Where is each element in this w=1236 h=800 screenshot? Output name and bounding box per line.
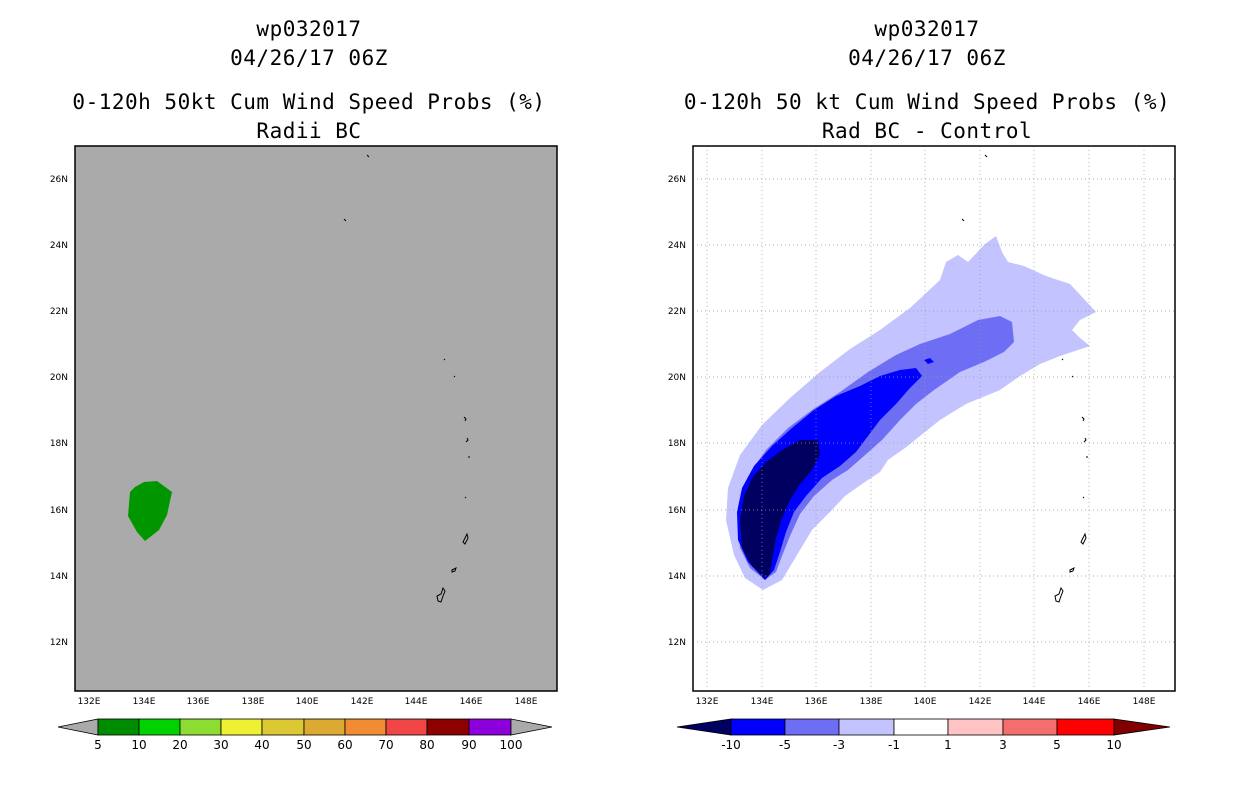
left-product: 0-120h 50kt Cum Wind Speed Probs (%) bbox=[72, 90, 546, 114]
left-cb-label: 40 bbox=[254, 738, 269, 752]
right-lon-tick: 132E bbox=[696, 697, 719, 707]
left-lon-tick: 136E bbox=[187, 697, 210, 707]
left-cb-label: 70 bbox=[378, 738, 393, 752]
left-lon-ticks: 132E 134E 136E 138E 140E 142E 144E 146E … bbox=[78, 697, 538, 707]
right-lat-tick: 18N bbox=[668, 439, 686, 449]
left-lon-tick: 144E bbox=[405, 697, 428, 707]
left-islands-outline-icon bbox=[343, 154, 470, 603]
left-lat-ticks: 26N 24N 22N 20N 18N 16N 14N 12N bbox=[50, 175, 68, 648]
left-cb-label: 10 bbox=[131, 738, 146, 752]
left-cb-label: 50 bbox=[296, 738, 311, 752]
left-storm-id: wp032017 bbox=[256, 17, 362, 41]
left-cb-label: 20 bbox=[172, 738, 187, 752]
right-islands-outline-icon bbox=[961, 154, 1088, 603]
right-cb-label: -1 bbox=[888, 738, 900, 752]
right-subtitle: Rad BC - Control bbox=[821, 119, 1033, 143]
left-lat-tick: 22N bbox=[50, 307, 68, 317]
right-lat-tick: 22N bbox=[668, 307, 686, 317]
right-lat-tick: 24N bbox=[668, 241, 686, 251]
right-lat-tick: 16N bbox=[668, 506, 686, 516]
left-lon-tick: 138E bbox=[242, 697, 265, 707]
left-cb-label: 30 bbox=[213, 738, 228, 752]
right-lat-ticks: 26N 24N 22N 20N 18N 16N 14N 12N bbox=[668, 175, 686, 648]
right-cb-label: 5 bbox=[1053, 738, 1061, 752]
left-map-frame bbox=[74, 145, 558, 692]
right-cb-label: 1 bbox=[944, 738, 952, 752]
left-subtitle: Radii BC bbox=[256, 119, 362, 143]
right-lon-tick: 134E bbox=[751, 697, 774, 707]
right-lon-tick: 148E bbox=[1133, 697, 1156, 707]
right-lon-tick: 142E bbox=[969, 697, 992, 707]
right-colorbar bbox=[676, 718, 1171, 736]
right-lon-ticks: 132E 134E 136E 138E 140E 142E 144E 146E … bbox=[696, 697, 1156, 707]
right-lon-tick: 144E bbox=[1023, 697, 1046, 707]
right-cb-label: -10 bbox=[721, 738, 741, 752]
left-lat-tick: 12N bbox=[50, 638, 68, 648]
right-title-block: wp032017 04/26/17 06Z bbox=[618, 15, 1236, 73]
left-lat-tick: 24N bbox=[50, 241, 68, 251]
right-cb-label: -5 bbox=[779, 738, 791, 752]
right-datetime: 04/26/17 06Z bbox=[848, 46, 1006, 70]
right-lon-tick: 146E bbox=[1078, 697, 1101, 707]
left-cb-label: 5 bbox=[94, 738, 102, 752]
right-lat-tick: 20N bbox=[668, 373, 686, 383]
left-cb-label: 100 bbox=[500, 738, 523, 752]
right-lat-tick: 26N bbox=[668, 175, 686, 185]
left-lon-tick: 134E bbox=[133, 697, 156, 707]
right-colorbar-labels: -10 -5 -3 -1 1 3 5 10 bbox=[721, 738, 1121, 752]
left-lat-tick: 16N bbox=[50, 506, 68, 516]
right-product: 0-120h 50 kt Cum Wind Speed Probs (%) bbox=[683, 90, 1171, 114]
left-colorbar bbox=[57, 718, 553, 736]
left-lat-tick: 20N bbox=[50, 373, 68, 383]
left-colorbar-labels: 5 10 20 30 40 50 60 70 80 90 100 bbox=[94, 738, 522, 752]
left-lon-tick: 140E bbox=[296, 697, 319, 707]
right-cb-label: 10 bbox=[1106, 738, 1121, 752]
left-lon-tick: 132E bbox=[78, 697, 101, 707]
left-lon-tick: 146E bbox=[460, 697, 483, 707]
left-cb-label: 60 bbox=[337, 738, 352, 752]
right-gridlines bbox=[693, 146, 1175, 691]
right-lon-tick: 138E bbox=[860, 697, 883, 707]
right-cb-label: -3 bbox=[833, 738, 845, 752]
right-storm-id: wp032017 bbox=[874, 17, 980, 41]
right-product-block: 0-120h 50 kt Cum Wind Speed Probs (%) Ra… bbox=[618, 88, 1236, 146]
right-diff-minus5-spot bbox=[924, 358, 934, 364]
right-diff-minus3 bbox=[738, 316, 1014, 580]
left-prob-area bbox=[128, 481, 172, 541]
left-cb-label: 90 bbox=[461, 738, 476, 752]
right-lat-tick: 14N bbox=[668, 572, 686, 582]
right-diff-minus10 bbox=[740, 440, 820, 578]
left-lat-tick: 26N bbox=[50, 175, 68, 185]
left-lat-tick: 14N bbox=[50, 572, 68, 582]
right-cb-label: 3 bbox=[999, 738, 1007, 752]
left-lon-tick: 142E bbox=[351, 697, 374, 707]
left-cb-label: 80 bbox=[419, 738, 434, 752]
left-lon-tick: 148E bbox=[515, 697, 538, 707]
left-product-block: 0-120h 50kt Cum Wind Speed Probs (%) Rad… bbox=[0, 88, 618, 146]
right-lat-tick: 12N bbox=[668, 638, 686, 648]
left-title-block: wp032017 04/26/17 06Z bbox=[0, 15, 618, 73]
right-map-frame bbox=[692, 145, 1176, 692]
right-lon-tick: 136E bbox=[805, 697, 828, 707]
right-lon-tick: 140E bbox=[914, 697, 937, 707]
left-lat-tick: 18N bbox=[50, 439, 68, 449]
left-datetime: 04/26/17 06Z bbox=[230, 46, 388, 70]
right-diff-minus5 bbox=[737, 368, 922, 580]
